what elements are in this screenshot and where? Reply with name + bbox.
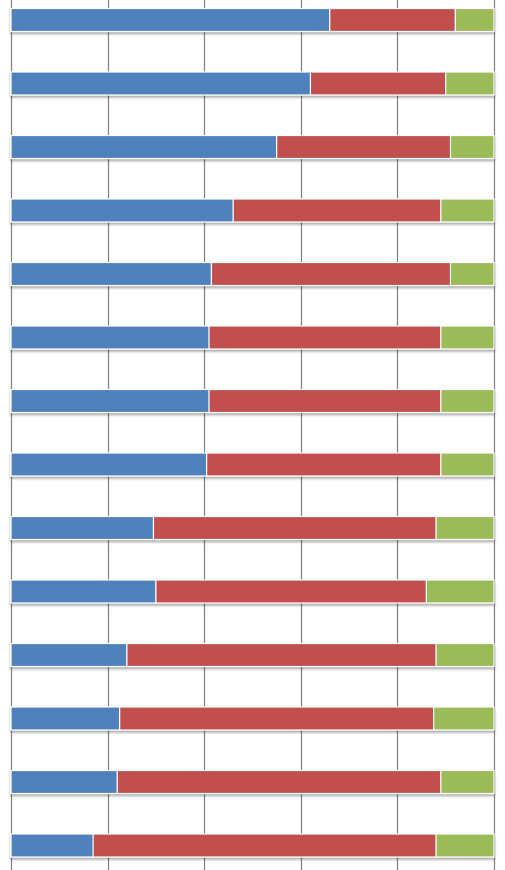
- bar-row-6-segment-2: [208, 325, 442, 350]
- bar-row-7-segment-2: [208, 388, 442, 414]
- bar-row-1-segment-1: [10, 7, 331, 33]
- bar-row-14-segment-1: [10, 833, 94, 858]
- bar-row-14-segment-2: [92, 833, 437, 858]
- bar-row-3-segment-2: [276, 134, 452, 160]
- bar-row-7-segment-3: [440, 388, 495, 414]
- bar-row-6-segment-1: [10, 325, 210, 350]
- bar-row-13-segment-3: [440, 769, 495, 795]
- bar-row-2-segment-3: [445, 71, 495, 96]
- bar-row-1-segment-3: [454, 7, 495, 33]
- bar-row-8-segment-3: [440, 452, 495, 477]
- bar-row-4-segment-2: [232, 198, 442, 223]
- bar-row-12: [10, 706, 495, 731]
- gridlines: [10, 0, 496, 870]
- bar-row-9-segment-2: [152, 515, 437, 541]
- bar-row-12-segment-1: [10, 706, 121, 731]
- bar-row-12-segment-2: [119, 706, 435, 731]
- bar-row-3-segment-1: [10, 134, 278, 160]
- bar-row-12-segment-3: [433, 706, 495, 731]
- bar-row-3: [10, 134, 495, 160]
- bar-row-11-segment-3: [435, 642, 495, 668]
- bar-row-5: [10, 261, 495, 287]
- bar-row-1: [10, 7, 495, 33]
- bar-row-1-segment-2: [329, 7, 456, 33]
- bar-row-11-segment-1: [10, 642, 128, 668]
- bar-row-2: [10, 71, 495, 96]
- bar-row-6-segment-3: [440, 325, 495, 350]
- bar-row-14-segment-3: [435, 833, 495, 858]
- bar-row-3-segment-3: [449, 134, 495, 160]
- bar-row-13: [10, 769, 495, 795]
- bar-row-4: [10, 198, 495, 223]
- bar-row-10-segment-1: [10, 579, 157, 604]
- bar-row-10: [10, 579, 495, 604]
- bar-rows: [10, 7, 495, 858]
- bar-row-14: [10, 833, 495, 858]
- bar-row-8-segment-2: [206, 452, 442, 477]
- bar-row-8-segment-1: [10, 452, 208, 477]
- bar-row-13-segment-2: [116, 769, 442, 795]
- bar-row-11: [10, 642, 495, 668]
- bar-row-5-segment-2: [210, 261, 452, 287]
- bar-row-6: [10, 325, 495, 350]
- bar-row-7: [10, 388, 495, 414]
- bar-row-4-segment-3: [440, 198, 495, 223]
- bar-row-10-segment-2: [155, 579, 427, 604]
- bar-row-4-segment-1: [10, 198, 234, 223]
- bar-row-9: [10, 515, 495, 541]
- bar-row-10-segment-3: [425, 579, 495, 604]
- bar-row-13-segment-1: [10, 769, 118, 795]
- bar-row-9-segment-3: [435, 515, 495, 541]
- bar-row-2-segment-1: [10, 71, 312, 96]
- bar-row-8: [10, 452, 495, 477]
- bar-row-2-segment-2: [309, 71, 447, 96]
- bar-row-5-segment-3: [449, 261, 495, 287]
- bar-row-9-segment-1: [10, 515, 155, 541]
- bar-row-7-segment-1: [10, 388, 210, 414]
- bar-row-5-segment-1: [10, 261, 213, 287]
- bar-row-11-segment-2: [126, 642, 437, 668]
